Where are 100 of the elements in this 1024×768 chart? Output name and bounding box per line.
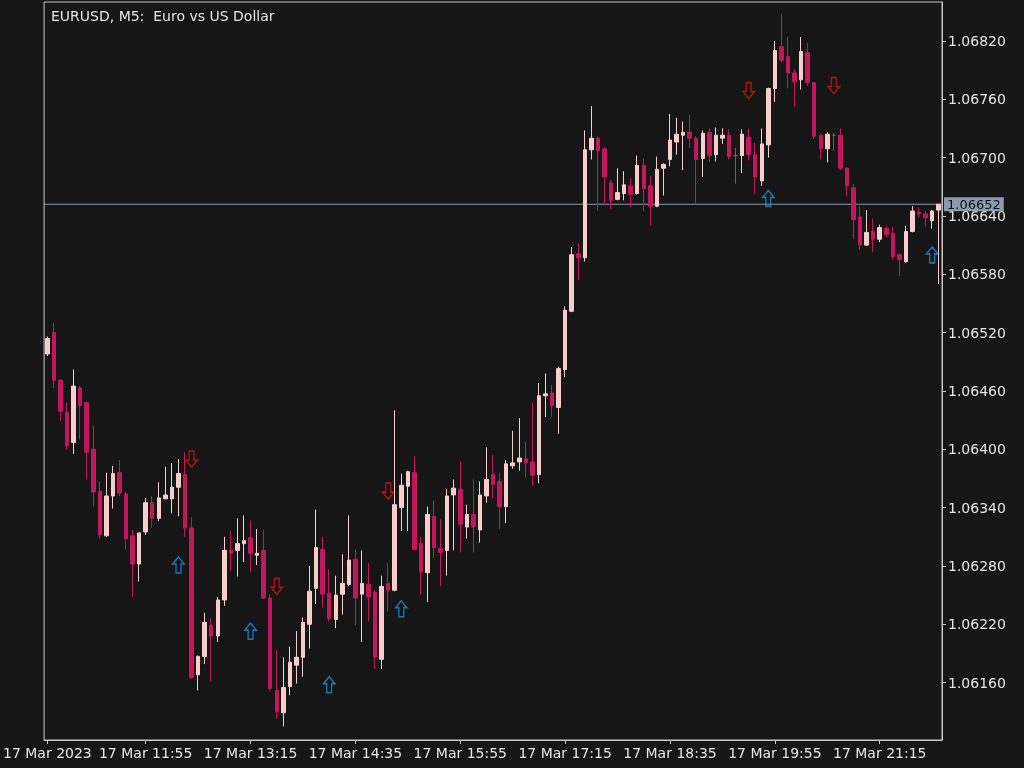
candlestick xyxy=(923,210,928,228)
candlestick xyxy=(406,470,410,532)
candlestick xyxy=(537,382,541,484)
candlestick xyxy=(569,246,574,313)
candlestick xyxy=(871,218,875,253)
candlestick xyxy=(707,127,712,162)
candlestick xyxy=(491,454,495,500)
candlestick xyxy=(910,205,915,233)
candlestick xyxy=(510,430,515,470)
candlestick xyxy=(392,409,397,592)
candlestick xyxy=(936,203,941,285)
x-tick-label: 17 Mar 18:35 xyxy=(623,745,717,761)
y-tick-label: 1.06340 xyxy=(948,499,1006,516)
y-tick-label: 1.06460 xyxy=(948,382,1006,399)
candlestick xyxy=(334,575,338,629)
candlestick xyxy=(275,649,279,720)
y-tick-label: 1.06160 xyxy=(948,674,1006,691)
y-tick-label: 1.06220 xyxy=(948,616,1006,633)
candlestick xyxy=(327,569,331,622)
candlestick xyxy=(438,518,443,587)
candlestick xyxy=(196,654,200,691)
candlestick xyxy=(733,147,738,185)
x-tick-label: 17 Mar 11:55 xyxy=(98,745,193,761)
candlestick xyxy=(832,132,836,152)
candlestick xyxy=(596,135,600,212)
candlestick xyxy=(786,36,790,90)
candlestick xyxy=(701,129,705,178)
x-tick-label: 17 Mar 15:55 xyxy=(413,745,508,761)
candlestick xyxy=(353,548,358,626)
candlestick xyxy=(399,473,404,532)
point xyxy=(270,577,284,596)
candlestick xyxy=(773,40,777,103)
candlestick xyxy=(307,565,312,650)
candlestick xyxy=(478,480,482,544)
point xyxy=(742,81,756,100)
candlestick xyxy=(45,335,50,357)
candlestick xyxy=(281,656,286,727)
candlestick xyxy=(170,462,174,514)
ref-line-label: 1.06652 xyxy=(947,196,1001,212)
point xyxy=(761,189,775,208)
point xyxy=(925,246,939,264)
candlestick xyxy=(111,465,115,510)
candlestick xyxy=(904,225,908,264)
candlestick xyxy=(524,440,528,478)
candlestick xyxy=(714,126,718,162)
candlestick xyxy=(740,128,744,174)
candlestick xyxy=(183,451,187,538)
candlestick xyxy=(137,532,141,583)
candlestick xyxy=(694,135,698,205)
point xyxy=(172,556,185,574)
candlestick xyxy=(720,127,725,145)
candlestick xyxy=(884,225,889,238)
candlestick xyxy=(891,226,895,261)
candlestick xyxy=(209,617,213,683)
candlestick xyxy=(150,495,154,529)
y-tick-label: 1.06520 xyxy=(948,324,1006,341)
candlestick xyxy=(917,206,921,218)
candlestick xyxy=(255,528,259,566)
candlestick xyxy=(412,455,417,551)
candlestick xyxy=(681,121,685,171)
candlestick xyxy=(163,466,168,500)
candlestick xyxy=(760,127,764,187)
point xyxy=(394,599,408,618)
candlestick xyxy=(819,132,823,161)
candlestick xyxy=(812,82,816,140)
candlestick xyxy=(622,170,626,201)
x-tick-label: 17 Mar 13:15 xyxy=(203,745,298,761)
candlestick xyxy=(635,155,639,196)
point xyxy=(322,675,336,694)
y-tick-label: 1.06580 xyxy=(948,266,1006,283)
candlestick xyxy=(766,87,771,159)
candlestick xyxy=(753,142,757,196)
candlestick xyxy=(222,536,227,607)
candlestick xyxy=(746,127,751,161)
candlestick xyxy=(930,209,934,230)
candlestick xyxy=(425,506,430,603)
candlestick xyxy=(104,472,109,538)
candlestick xyxy=(465,504,469,540)
candlestick xyxy=(530,402,535,487)
candlestick xyxy=(609,179,613,210)
candlestick xyxy=(668,113,672,167)
point xyxy=(381,482,395,500)
candlestick xyxy=(320,536,325,609)
candlestick xyxy=(379,575,384,670)
candlestick xyxy=(674,117,679,156)
candlestick xyxy=(897,252,902,277)
point xyxy=(185,450,198,468)
candlestick xyxy=(858,205,862,251)
chart-title: EURUSD, M5: Euro vs US Dollar xyxy=(51,8,275,24)
candlestick xyxy=(78,385,82,441)
candlestick xyxy=(261,529,266,600)
candlestick xyxy=(642,158,646,212)
candlestick xyxy=(98,480,102,540)
candlestick xyxy=(864,209,869,247)
candlestick xyxy=(497,472,502,530)
candlestick xyxy=(301,616,305,678)
candlestick xyxy=(851,183,856,240)
candlestick xyxy=(576,242,581,281)
candlestick xyxy=(602,146,607,206)
candlestick xyxy=(340,553,345,616)
